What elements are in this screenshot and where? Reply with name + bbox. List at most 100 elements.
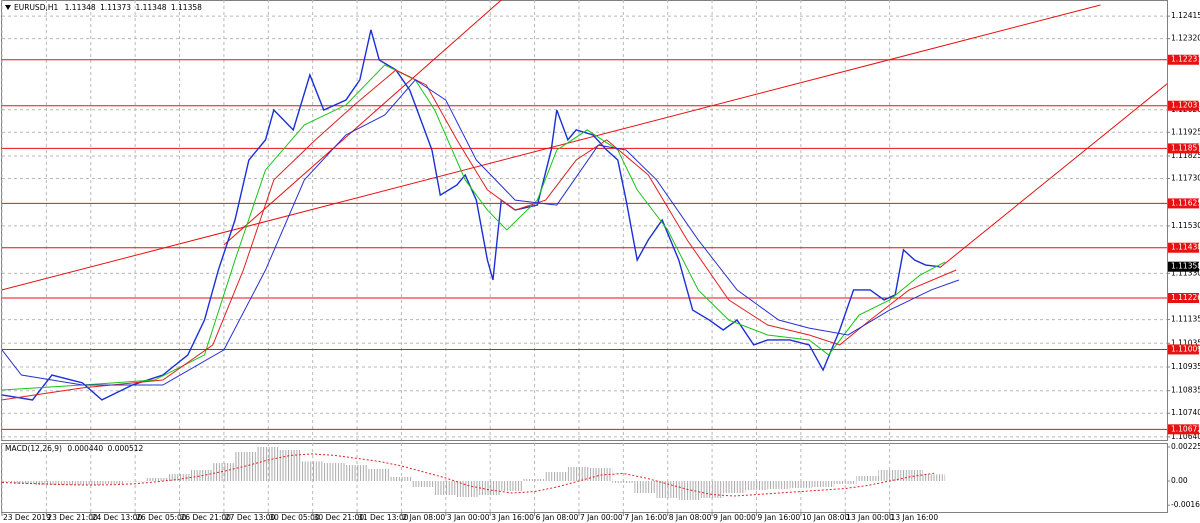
x-tick-label: 9 Jan 16:00 xyxy=(757,513,800,522)
macd-bar xyxy=(390,476,413,481)
y-tick-label: 1.11925 xyxy=(1171,127,1200,136)
macd-bar xyxy=(523,479,546,481)
macd-bar xyxy=(101,480,125,485)
high: 1.11373 xyxy=(100,3,131,12)
level-label-box xyxy=(1168,100,1199,111)
macd-bar xyxy=(789,480,812,488)
macd-bar xyxy=(634,480,657,494)
macd-bar xyxy=(412,480,435,488)
trendline xyxy=(939,83,1167,269)
macd-bar xyxy=(257,446,280,481)
y-tick-label: 1.11825 xyxy=(1171,151,1200,160)
x-tick-label: 30 Dec 05:00 xyxy=(269,513,320,522)
x-tick-label: 7 Jan 16:00 xyxy=(624,513,667,522)
y-tick-label: 1.11730 xyxy=(1171,174,1200,183)
macd-bar xyxy=(656,480,679,499)
main-plot xyxy=(2,0,1167,430)
chart-header: EURUSD,H1 1.11348 1.11373 1.11348 1.1135… xyxy=(14,3,202,12)
level-label-box xyxy=(1168,54,1199,65)
macd-bar xyxy=(856,476,879,481)
y-tick-label: 1.11035 xyxy=(1171,338,1200,347)
macd-bar xyxy=(678,480,701,500)
macd-bar xyxy=(124,480,147,482)
macd-bar xyxy=(767,480,790,489)
macd-value: 0.000440 xyxy=(67,444,103,453)
macd-bar xyxy=(567,466,591,481)
macd-bar xyxy=(545,471,568,481)
macd-frame xyxy=(1,443,1168,513)
last-price-box xyxy=(1168,261,1199,272)
level-label: 1.12037 xyxy=(1171,101,1200,110)
y2-tick-label: -0.00161 xyxy=(1171,500,1200,509)
level-label: 1.10672 xyxy=(1171,424,1200,433)
x-tick-label: 8 Jan 08:00 xyxy=(669,513,712,522)
y-tick-label: 1.10835 xyxy=(1171,386,1200,395)
level-label: 1.11857 xyxy=(1171,143,1200,152)
level-label-box xyxy=(1168,344,1199,355)
trendline xyxy=(223,0,502,246)
level-label: 1.11009 xyxy=(1171,344,1200,353)
x-tick-label: 26 Dec 05:00 xyxy=(136,513,187,522)
y-tick-label: 1.12415 xyxy=(1171,11,1200,20)
macd-bar xyxy=(212,463,235,481)
moving-average xyxy=(2,79,960,386)
macd-bar xyxy=(235,451,258,481)
macd-plot xyxy=(2,446,946,500)
macd-bar xyxy=(501,480,524,491)
y2-tick-label: 0.00 xyxy=(1171,476,1188,485)
x-tick-label: 6 Jan 08:00 xyxy=(536,513,579,522)
y-tick-label: 1.11330 xyxy=(1171,268,1200,277)
x-tick-label: 31 Dec 13:00 xyxy=(358,513,409,522)
signal-line xyxy=(2,453,935,497)
macd-bar xyxy=(479,480,502,495)
x-tick-label: 23 Dec 21:00 xyxy=(47,513,98,522)
macd-bar xyxy=(900,470,923,481)
x-tick-label: 23 Dec 2019 xyxy=(3,513,51,522)
level-label: 1.11625 xyxy=(1171,198,1200,207)
macd-bar xyxy=(57,480,80,486)
level-label-box xyxy=(1168,143,1199,154)
level-label-box xyxy=(1168,242,1199,253)
macd-bar xyxy=(878,470,901,481)
level-label: 1.12231 xyxy=(1171,55,1200,64)
x-tick-label: 26 Dec 21:00 xyxy=(181,513,232,522)
macd-bar xyxy=(146,477,169,481)
macd-bar xyxy=(434,480,457,495)
macd-bar xyxy=(279,449,302,481)
macd-bar xyxy=(723,480,746,494)
macd-bar xyxy=(345,465,369,481)
macd-bar xyxy=(922,474,946,481)
main-frame xyxy=(1,0,1168,441)
y-tick-label: 1.12320 xyxy=(1171,34,1200,43)
x-tick-label: 3 Jan 00:00 xyxy=(447,513,490,522)
macd-bar xyxy=(301,461,324,481)
x-tick-label: 10 Jan 08:00 xyxy=(802,513,850,522)
macd-title: MACD(12,26,9) xyxy=(5,444,62,453)
macd-bar xyxy=(168,474,191,481)
x-tick-label: 24 Dec 13:00 xyxy=(92,513,143,522)
open: 1.11348 xyxy=(65,3,96,12)
macd-bar xyxy=(834,480,857,485)
last-price-label: 1.11358 xyxy=(1171,262,1200,271)
collapse-icon xyxy=(5,5,11,10)
macd-bar xyxy=(456,480,480,497)
level-label: 1.11438 xyxy=(1171,243,1200,252)
macd-bar xyxy=(811,480,835,488)
level-label-box xyxy=(1168,424,1199,435)
y-tick-label: 1.10740 xyxy=(1171,408,1200,417)
macd-bar xyxy=(79,480,102,486)
macd-bar xyxy=(2,480,14,483)
x-tick-label: 13 Jan 16:00 xyxy=(891,513,939,522)
moving-average xyxy=(2,69,957,401)
low: 1.11348 xyxy=(135,3,166,12)
moving-average xyxy=(2,64,946,391)
x-tick-label: 2 Jan 08:00 xyxy=(402,513,445,522)
level-label: 1.11226 xyxy=(1171,293,1200,302)
macd-bar xyxy=(13,480,36,485)
macd-bar xyxy=(35,480,58,486)
x-tick-label: 30 Dec 21:00 xyxy=(314,513,365,522)
macd-bar xyxy=(323,463,346,481)
close: 1.11358 xyxy=(171,3,202,12)
